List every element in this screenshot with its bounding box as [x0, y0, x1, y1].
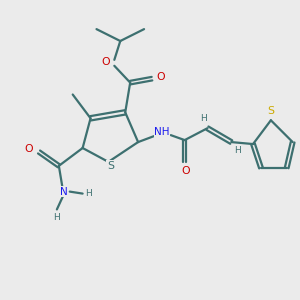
Text: H: H	[85, 189, 92, 198]
Text: O: O	[182, 166, 190, 176]
Text: O: O	[157, 72, 165, 82]
Text: S: S	[107, 161, 114, 171]
Text: NH: NH	[154, 127, 170, 137]
Text: O: O	[25, 144, 33, 154]
Text: N: N	[60, 187, 68, 196]
Text: H: H	[53, 213, 60, 222]
Text: O: O	[101, 57, 110, 67]
Text: S: S	[267, 106, 274, 116]
Text: H: H	[234, 146, 241, 155]
Text: H: H	[200, 114, 207, 123]
